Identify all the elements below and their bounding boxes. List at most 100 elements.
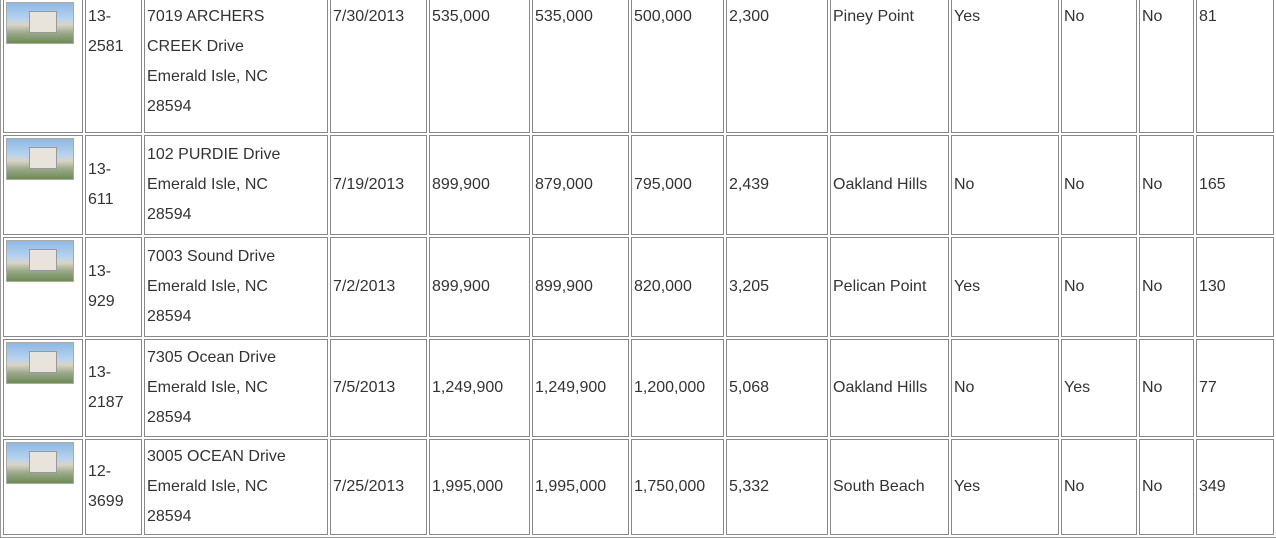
cell-text: 7/2/2013 [333, 278, 395, 295]
cell-text: Oakland Hills [833, 379, 927, 396]
data-cell: 1,995,000 [429, 439, 530, 535]
cell-text: 81 [1199, 8, 1217, 25]
data-cell: 81 [1196, 0, 1274, 133]
address-line: 7305 Ocean Drive [147, 343, 325, 373]
cell-text: 7/19/2013 [333, 176, 404, 193]
data-cell: 879,000 [532, 135, 629, 235]
data-cell: 795,000 [631, 135, 724, 235]
cell-text: 5,332 [729, 478, 769, 495]
data-cell: 77 [1196, 339, 1274, 437]
data-cell: Oakland Hills [830, 339, 949, 437]
data-cell: 165 [1196, 135, 1274, 235]
cell-text: No [954, 379, 974, 396]
cell-text: 5,068 [729, 379, 769, 396]
cell-text: Yes [954, 278, 980, 295]
data-cell: No [1139, 0, 1194, 133]
cell-text: Yes [954, 8, 980, 25]
property-photo[interactable] [6, 138, 74, 180]
cell-text: No [954, 176, 974, 193]
cell-text: 500,000 [634, 8, 692, 25]
cell-text: 1,249,900 [535, 379, 606, 396]
data-cell: 1,750,000 [631, 439, 724, 535]
cell-text: 899,900 [432, 278, 490, 295]
cell-text: 1,200,000 [634, 379, 705, 396]
cell-text: 820,000 [634, 278, 692, 295]
cell-text: Pelican Point [833, 278, 926, 295]
address-line: 102 PURDIE Drive [147, 140, 325, 170]
address-line: 28594 [147, 403, 325, 433]
address-line: 3005 OCEAN Drive [147, 442, 325, 472]
cell-text: No [1142, 8, 1162, 25]
address-line: Emerald Isle, NC [147, 272, 325, 302]
cell-text: No [1142, 176, 1162, 193]
address-line: 7003 Sound Drive [147, 242, 325, 272]
address-line: 7019 ARCHERS [147, 2, 325, 32]
data-cell: 500,000 [631, 0, 724, 133]
address-line: Emerald Isle, NC [147, 373, 325, 403]
address-line: Emerald Isle, NC [147, 472, 325, 502]
photo-cell [3, 135, 83, 235]
data-cell: 899,900 [429, 237, 530, 337]
data-cell: 7/5/2013 [330, 339, 427, 437]
cell-text: 77 [1199, 379, 1217, 396]
cell-text: 7/30/2013 [333, 8, 404, 25]
data-cell: South Beach [830, 439, 949, 535]
cell-text: No [1064, 478, 1084, 495]
data-cell: Yes [1061, 339, 1137, 437]
mls-cell: 13-2581 [85, 0, 142, 133]
photo-cell [3, 0, 83, 133]
data-cell: 130 [1196, 237, 1274, 337]
data-cell: 349 [1196, 439, 1274, 535]
property-photo[interactable] [6, 240, 74, 282]
cell-text: 2,439 [729, 176, 769, 193]
property-photo[interactable] [6, 442, 74, 484]
cell-text: 795,000 [634, 176, 692, 193]
data-cell: No [1139, 135, 1194, 235]
cell-text: 535,000 [432, 8, 490, 25]
data-cell: 1,200,000 [631, 339, 724, 437]
property-photo[interactable] [6, 342, 74, 384]
cell-text: Yes [1064, 379, 1090, 396]
data-cell: Yes [951, 0, 1059, 133]
cell-text: 3,205 [729, 278, 769, 295]
page: {"table": {"rows": [ ["13-2581", ["7019 … [0, 0, 1276, 523]
cell-text: 1,750,000 [634, 478, 705, 495]
data-cell: 1,995,000 [532, 439, 629, 535]
mls-cell: 13-2187 [85, 339, 142, 437]
data-cell: Yes [951, 439, 1059, 535]
mls-cell: 13-929 [85, 237, 142, 337]
address-line: 28594 [147, 200, 325, 230]
data-cell: No [951, 135, 1059, 235]
cell-text: No [1142, 379, 1162, 396]
mls-number: 12-3699 [88, 457, 128, 517]
cell-text: 899,900 [535, 278, 593, 295]
cell-text: 1,249,900 [432, 379, 503, 396]
data-cell: No [951, 339, 1059, 437]
data-cell: 7/25/2013 [330, 439, 427, 535]
cell-text: 165 [1199, 176, 1226, 193]
data-cell: No [1139, 237, 1194, 337]
cell-text: Oakland Hills [833, 176, 927, 193]
data-cell: 7/2/2013 [330, 237, 427, 337]
address-line: CREEK Drive [147, 32, 325, 62]
cell-text: 1,995,000 [535, 478, 606, 495]
property-photo[interactable] [6, 2, 74, 44]
cell-text: No [1142, 278, 1162, 295]
cell-text: 1,995,000 [432, 478, 503, 495]
data-cell: No [1139, 339, 1194, 437]
data-cell: No [1061, 439, 1137, 535]
photo-cell [3, 339, 83, 437]
cell-text: 349 [1199, 478, 1226, 495]
address-line: 28594 [147, 502, 325, 532]
data-cell: 3,205 [726, 237, 828, 337]
cell-text: 7/5/2013 [333, 379, 395, 396]
